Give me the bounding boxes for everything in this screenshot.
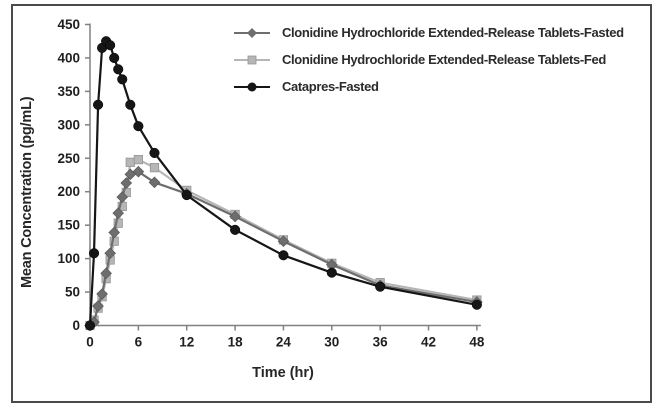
y-tick-label: 200 [57,184,80,199]
series-er-fasted [84,165,483,332]
diamond-marker-icon [234,27,270,38]
legend-item-catapres: Catapres-Fasted [233,73,624,100]
x-tick-label: 24 [276,335,292,350]
y-tick-label: 350 [57,84,80,99]
x-tick-label: 6 [135,335,143,350]
y-tick-label: 50 [65,285,80,300]
figure-frame: 0 50 100 150 200 250 300 350 400 450 0 6 12 18 24 30 36 4… [11,4,652,403]
y-tick-label: 100 [57,251,80,266]
y-tick-label: 300 [57,117,80,132]
legend-item-er-fed: Clonidine Hydrochloride Extended-Release… [233,46,624,73]
y-axis-title: Mean Concentration (pg/mL) [19,96,35,288]
x-tick-label: 36 [373,335,389,350]
y-tick-label: 150 [57,218,80,233]
legend-label: Catapres-Fasted [282,79,379,94]
x-axis-title: Time (hr) [252,365,314,381]
legend-label: Clonidine Hydrochloride Extended-Release… [282,25,624,40]
legend-item-er-fasted: Clonidine Hydrochloride Extended-Release… [233,19,624,46]
series-catapres [84,36,482,331]
series-catapres-line [88,40,478,326]
x-tick-label: 18 [228,335,244,350]
y-tick-label: 0 [72,318,80,333]
series-er-fasted-line [89,170,478,327]
plot-svg: 0 50 100 150 200 250 300 350 400 450 0 6 12 18 24 30 36 4… [57,17,485,350]
x-tick-label: 12 [179,335,194,350]
circle-marker-icon [234,82,270,91]
x-tick-label: 48 [469,335,485,350]
y-tick-label: 250 [57,151,80,166]
x-tick-label: 0 [86,335,94,350]
x-tick-label: 42 [421,335,436,350]
legend: Clonidine Hydrochloride Extended-Release… [233,19,624,100]
legend-label: Clonidine Hydrochloride Extended-Release… [282,52,606,67]
y-tick-label: 450 [57,17,80,32]
square-marker-icon [234,55,270,64]
y-tick-label: 400 [57,50,80,65]
x-tick-label: 30 [324,335,339,350]
